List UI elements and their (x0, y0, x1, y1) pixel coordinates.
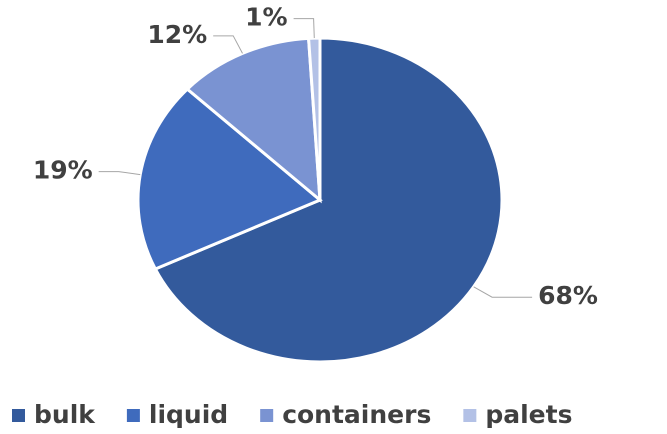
legend-label: containers (282, 400, 431, 429)
legend-swatch (260, 409, 274, 422)
data-label: 12% (147, 20, 207, 49)
leader-line (473, 286, 533, 298)
leader-line (293, 18, 315, 39)
data-label: 68% (538, 281, 598, 310)
legend-label: bulk (34, 400, 96, 429)
pie-slice (306, 36, 322, 201)
legend-swatch (12, 409, 25, 422)
legend-label: palets (485, 400, 572, 429)
legend-label: liquid (149, 400, 228, 429)
legend-swatch (463, 409, 477, 422)
pie-slice (185, 36, 322, 204)
pie-slice (153, 36, 504, 364)
data-label: 1% (245, 3, 287, 32)
legend-swatch (126, 409, 140, 422)
leader-line (98, 171, 141, 176)
leader-line (213, 35, 243, 54)
data-label: 19% (33, 156, 93, 185)
